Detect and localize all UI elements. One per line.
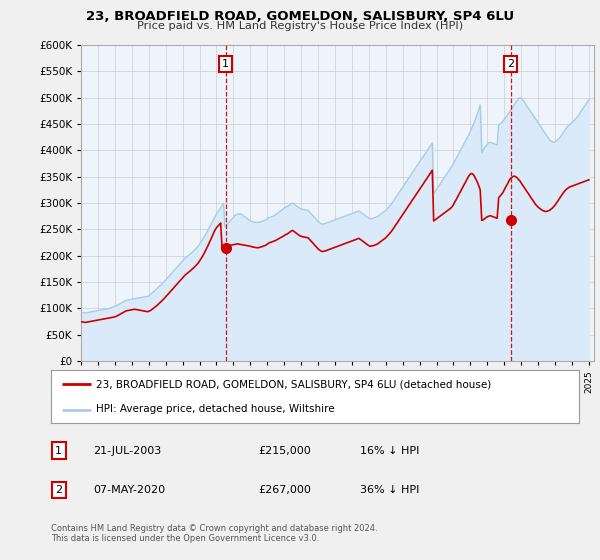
Text: 2: 2	[507, 59, 514, 69]
Text: £215,000: £215,000	[258, 446, 311, 456]
Text: £267,000: £267,000	[258, 485, 311, 495]
Text: 16% ↓ HPI: 16% ↓ HPI	[360, 446, 419, 456]
Text: Contains HM Land Registry data © Crown copyright and database right 2024.
This d: Contains HM Land Registry data © Crown c…	[51, 524, 377, 543]
Text: 2: 2	[55, 485, 62, 495]
Text: HPI: Average price, detached house, Wiltshire: HPI: Average price, detached house, Wilt…	[96, 404, 335, 414]
Text: 07-MAY-2020: 07-MAY-2020	[93, 485, 165, 495]
Text: Price paid vs. HM Land Registry's House Price Index (HPI): Price paid vs. HM Land Registry's House …	[137, 21, 463, 31]
Text: 23, BROADFIELD ROAD, GOMELDON, SALISBURY, SP4 6LU: 23, BROADFIELD ROAD, GOMELDON, SALISBURY…	[86, 10, 514, 23]
Text: 1: 1	[222, 59, 229, 69]
Text: 21-JUL-2003: 21-JUL-2003	[93, 446, 161, 456]
Text: 23, BROADFIELD ROAD, GOMELDON, SALISBURY, SP4 6LU (detached house): 23, BROADFIELD ROAD, GOMELDON, SALISBURY…	[96, 380, 491, 390]
Text: 36% ↓ HPI: 36% ↓ HPI	[360, 485, 419, 495]
Text: 1: 1	[55, 446, 62, 456]
